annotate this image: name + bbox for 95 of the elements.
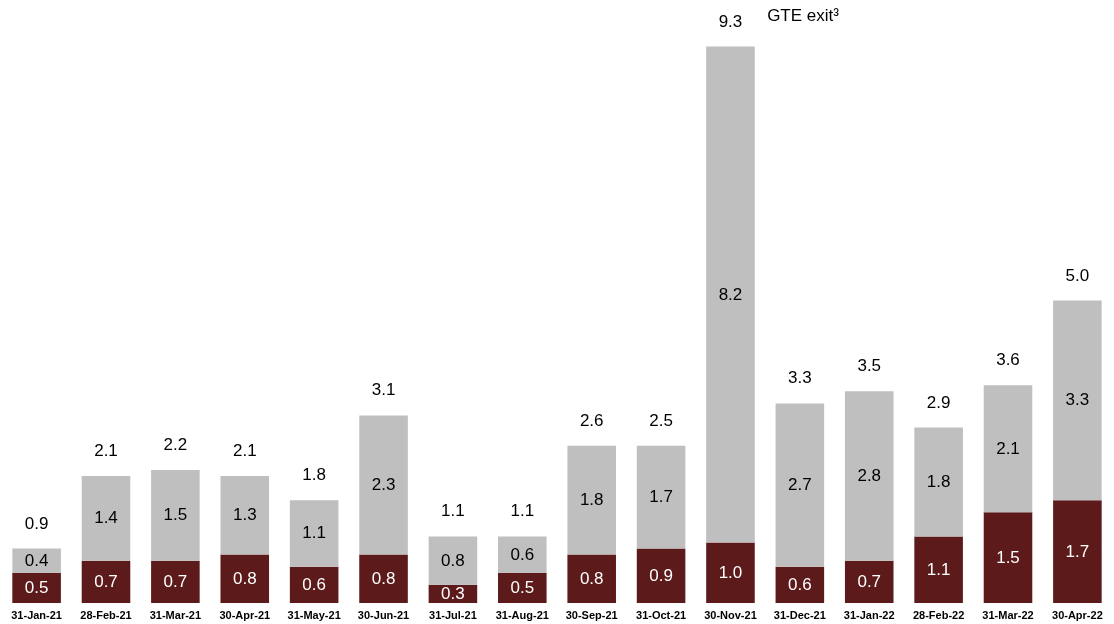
data-label: 2.1: [996, 438, 1020, 458]
bar: [151, 560, 200, 603]
data-label: 0.5: [24, 577, 49, 597]
data-label: 1.5: [996, 547, 1020, 567]
x-tick-label: 31-Mar-21: [149, 608, 202, 621]
data-label: 0.6: [788, 574, 812, 594]
bar: [1053, 500, 1102, 603]
bar: [775, 403, 825, 567]
data-label: 0.6: [510, 544, 535, 564]
total-label: 2.9: [926, 392, 951, 412]
bar: [914, 536, 963, 603]
data-label: 0.6: [302, 574, 326, 594]
data-label: 1.7: [649, 487, 673, 507]
total-label: 0.9: [24, 513, 49, 533]
total-label: 1.1: [510, 501, 535, 521]
text: GTE exit³: [767, 6, 840, 25]
x-tick-label: 31-Mar-22: [982, 608, 1034, 621]
bar: [12, 572, 61, 603]
x-tick-label: 28-Feb-21: [80, 608, 132, 621]
data-label: 2.8: [857, 465, 882, 485]
bar: [844, 560, 894, 603]
bar: [359, 554, 408, 603]
bar: [706, 46, 755, 543]
x-tick-label: 31-Jul-21: [429, 608, 477, 621]
bar: [289, 566, 339, 603]
bar: [498, 536, 547, 573]
bar: [706, 542, 755, 603]
total-label: 5.0: [1065, 265, 1090, 285]
bar: [81, 560, 131, 603]
x-tick-label: 30-Nov-21: [704, 608, 757, 621]
x-tick-label: 30-Jun-21: [357, 608, 410, 621]
data-label: 0.8: [579, 568, 604, 588]
x-tick-label: 30-Apr-22: [1052, 608, 1103, 621]
x-tick-label: 31-Aug-21: [495, 608, 549, 621]
data-label: 1.5: [163, 505, 188, 525]
x-tick-label: 31-Oct-21: [636, 608, 687, 621]
data-label: 0.8: [441, 550, 465, 570]
x-tick-label: 30-Sep-21: [565, 608, 618, 621]
bar: [151, 469, 200, 561]
bar: [983, 385, 1033, 513]
bar: [636, 445, 686, 549]
total-label: 3.6: [996, 350, 1020, 370]
bar: [636, 548, 686, 603]
data-label: 1.1: [302, 523, 326, 543]
x-tick-label: 31-Jan-21: [11, 608, 62, 621]
x-tick-label: 31-May-21: [287, 608, 341, 621]
data-label: 8.2: [718, 284, 743, 304]
bar: [428, 536, 478, 585]
bar: [289, 500, 339, 567]
total-label: 2.6: [579, 410, 604, 430]
data-label: 1.3: [232, 505, 257, 525]
bar: [567, 445, 616, 555]
x-tick-label: 30-Apr-21: [219, 608, 271, 621]
bar: [1053, 300, 1102, 501]
data-label: 2.7: [788, 475, 812, 495]
bar: [359, 415, 408, 555]
total-label: 2.5: [649, 410, 673, 430]
data-label: 0.4: [24, 550, 49, 570]
bar: [220, 475, 270, 555]
data-label: 1.1: [926, 559, 951, 579]
data-label: 0.7: [163, 571, 188, 591]
bar: [81, 475, 131, 561]
bar: [844, 391, 894, 561]
total-label: 2.2: [163, 434, 188, 454]
data-label: 1.0: [718, 562, 743, 582]
total-label: 1.1: [441, 501, 465, 521]
x-tick-label: 31-Dec-21: [773, 608, 826, 621]
total-label: 9.3: [718, 11, 743, 31]
data-label: 0.9: [649, 565, 673, 585]
data-label: 0.7: [857, 571, 882, 591]
total-label: 3.3: [788, 368, 812, 388]
bar: [914, 427, 963, 537]
data-label: 0.8: [371, 568, 396, 588]
data-label: 1.8: [579, 490, 604, 510]
bar: [498, 572, 547, 603]
data-label: 0.3: [441, 583, 465, 603]
bar: [567, 554, 616, 603]
data-label: 2.3: [371, 475, 396, 495]
total-label: 2.1: [232, 440, 257, 460]
data-label: 1.8: [926, 472, 951, 492]
total-label: 3.5: [857, 356, 882, 376]
data-label: 0.7: [94, 571, 118, 591]
bar: [983, 512, 1033, 603]
data-label: 1.4: [94, 508, 118, 528]
data-label: 0.8: [232, 568, 257, 588]
x-tick-label: 31-Jan-22: [843, 608, 895, 621]
data-label: 1.7: [1065, 541, 1090, 561]
data-label: 0.5: [510, 577, 535, 597]
total-label: 1.8: [302, 465, 326, 485]
total-label: 2.1: [94, 440, 118, 460]
x-tick-label: 28-Feb-22: [912, 608, 965, 621]
bar: [220, 554, 270, 603]
data-label: 3.3: [1065, 390, 1090, 410]
bar: [775, 566, 825, 603]
total-label: 3.1: [371, 380, 396, 400]
